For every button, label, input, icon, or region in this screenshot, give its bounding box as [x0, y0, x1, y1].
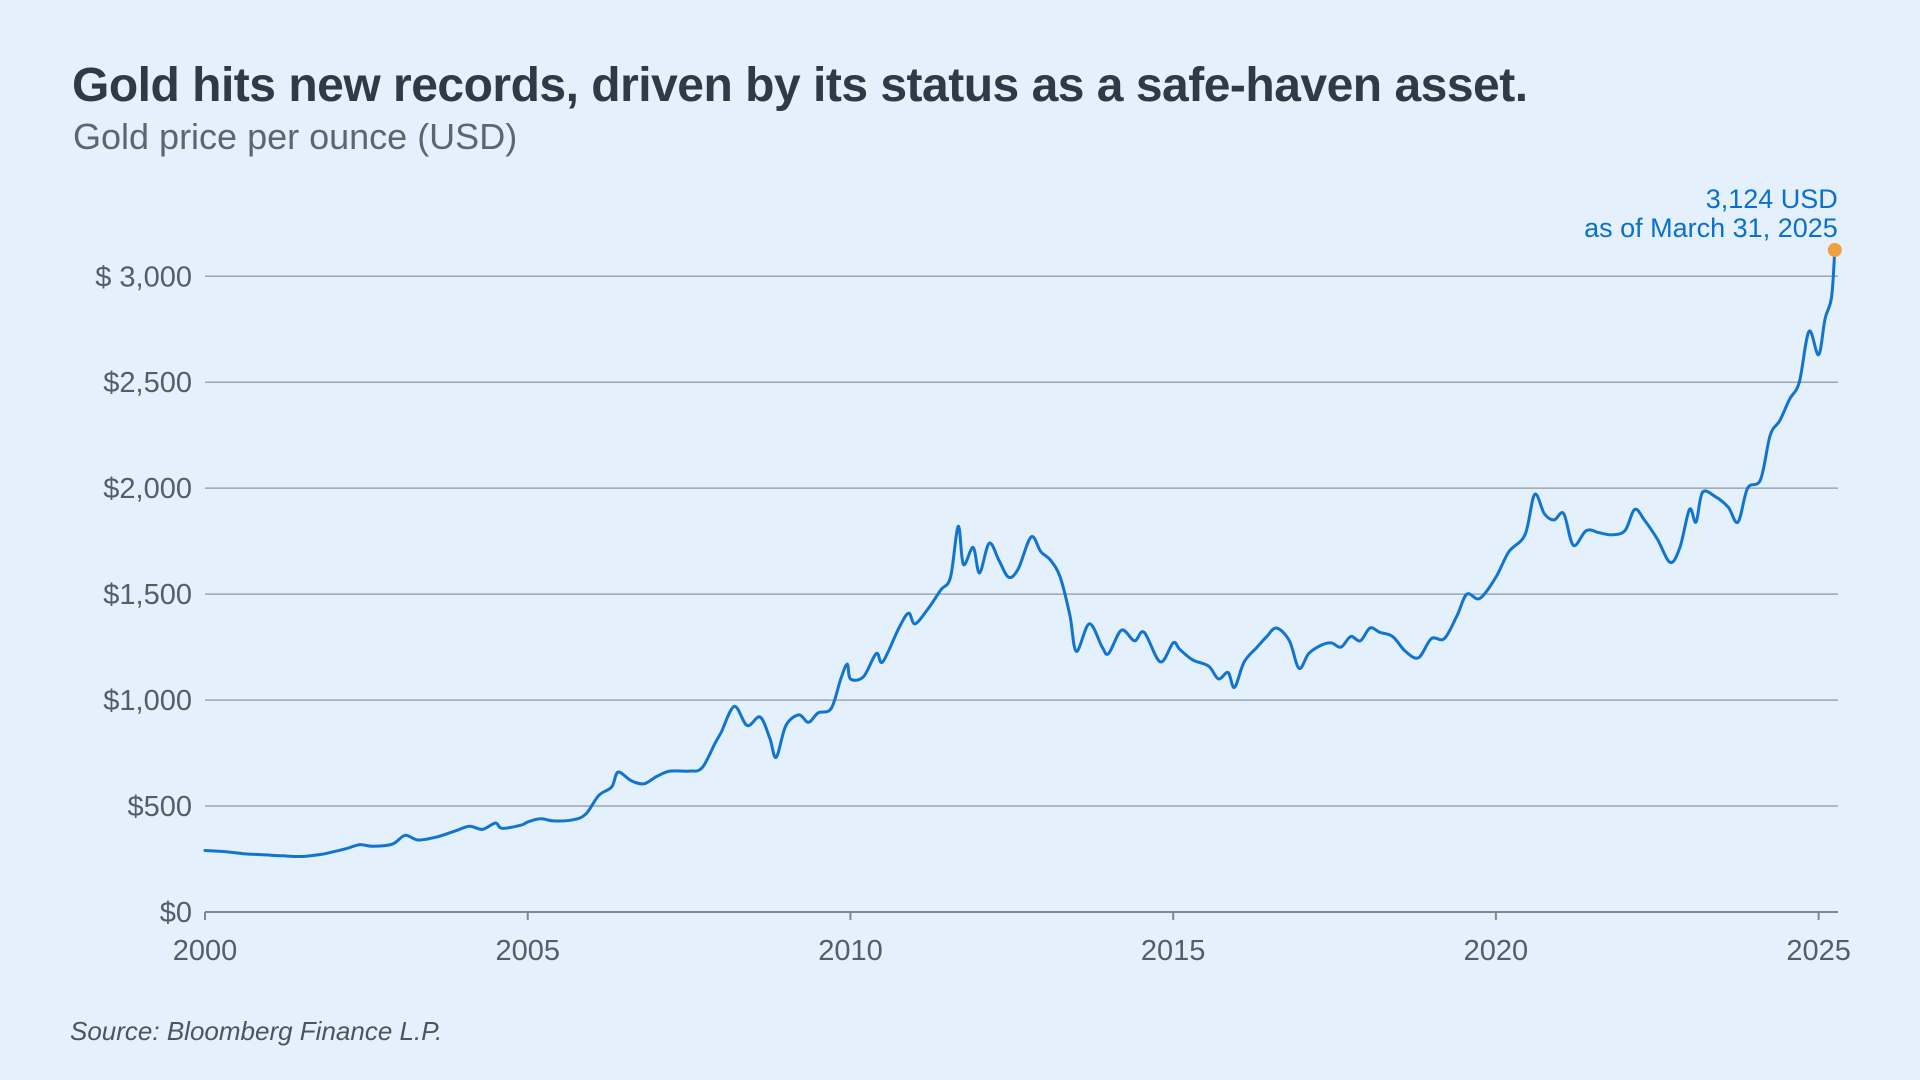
x-tick-label: 2025	[1786, 935, 1851, 967]
x-tick-label: 2000	[173, 935, 238, 967]
y-tick-label: $2,500	[103, 367, 192, 399]
x-tick-label: 2020	[1464, 935, 1529, 967]
grid-lines	[205, 275, 1838, 807]
y-tick-label: $2,000	[103, 473, 192, 505]
gold-price-series-line	[203, 248, 1837, 859]
source-note: Source: Bloomberg Finance L.P.	[70, 1016, 443, 1046]
annotation-date-label: as of March 31, 2025	[1584, 213, 1838, 243]
x-tick-label: 2015	[1141, 935, 1206, 967]
y-tick-label: $1,500	[103, 579, 192, 611]
y-tick-label: $0	[160, 897, 192, 929]
y-tick-label: $ 3,000	[95, 261, 192, 293]
y-tick-label: $1,000	[103, 685, 192, 717]
x-tick-label: 2005	[495, 935, 560, 967]
x-tick-label: 2010	[818, 935, 883, 967]
annotation-price-label: 3,124 USD	[1706, 184, 1838, 214]
chart-title: Gold hits new records, driven by its sta…	[72, 59, 1528, 112]
chart-subtitle: Gold price per ounce (USD)	[73, 116, 518, 157]
y-tick-label: $500	[127, 791, 192, 823]
latest-price-marker	[1827, 243, 1842, 257]
axes: $0 $500 $1,000 $1,500 $2,000 $2,500 $ 3,000 200…	[95, 261, 1851, 967]
